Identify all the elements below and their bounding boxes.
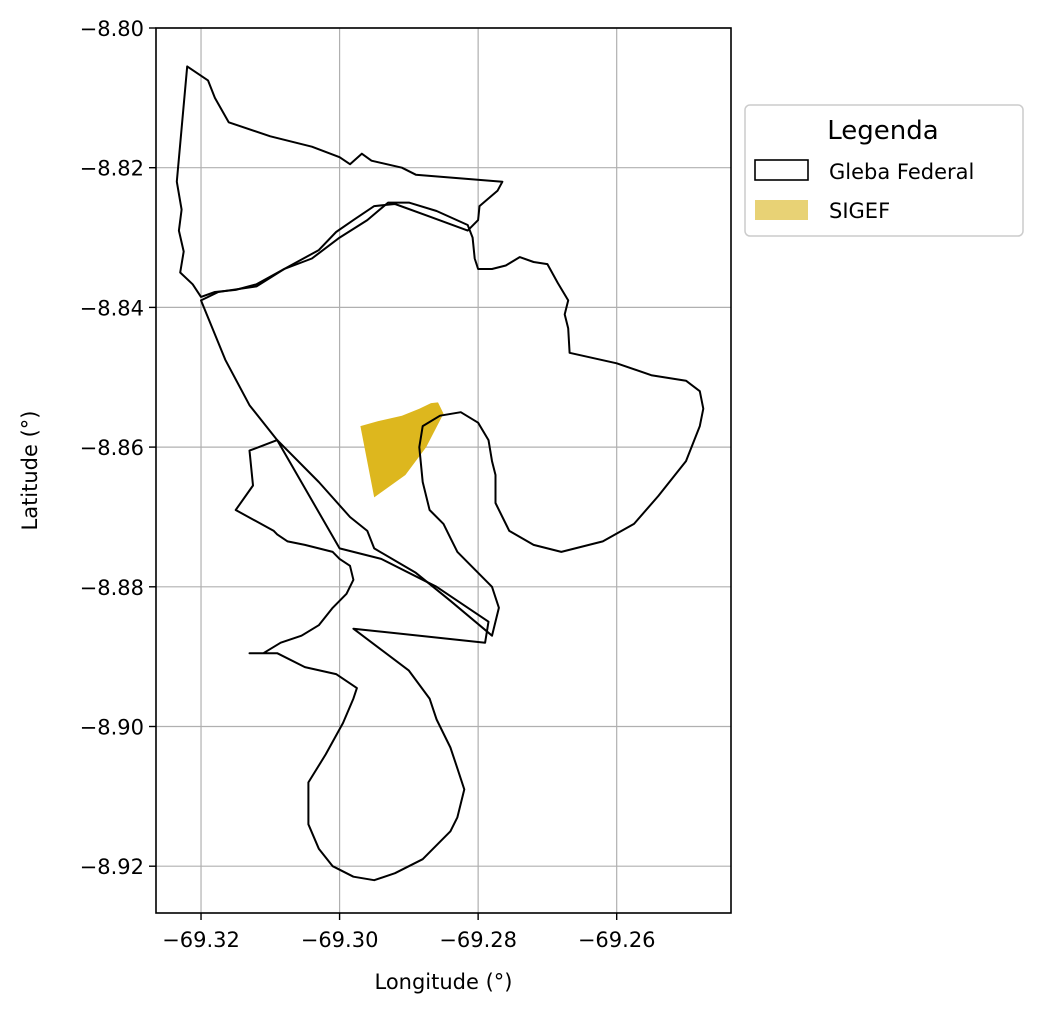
y-tick-label: −8.90 — [80, 716, 144, 740]
grid-lines — [156, 27, 731, 913]
map-layers — [175, 65, 705, 882]
x-tick-label: −69.28 — [439, 928, 517, 952]
legend-label-sigef: SIGEF — [829, 199, 890, 223]
legend-swatch-gleba-federal — [754, 159, 809, 181]
x-axis-title: Longitude (°) — [374, 970, 512, 994]
y-tick-label: −8.92 — [80, 855, 144, 879]
plot-frame — [155, 27, 732, 914]
axis-ticks: −69.32 −69.30 −69.28 −69.26 −8.80 −8.82 −8.84 −… — [80, 17, 656, 952]
y-tick-label: −8.82 — [80, 157, 144, 181]
y-tick-label: −8.86 — [80, 436, 144, 460]
sigef-parcel — [360, 402, 444, 498]
gleba-federal-layer — [175, 65, 705, 882]
x-tick-label: −69.32 — [162, 928, 240, 952]
y-tick-label: −8.80 — [80, 17, 144, 41]
x-tick-label: −69.26 — [578, 928, 656, 952]
y-axis-title: Latitude (°) — [18, 411, 42, 531]
gleba-federal-boundary — [200, 201, 705, 637]
gleba-federal-boundary — [175, 65, 504, 298]
legend: Legenda Gleba Federal SIGEF — [744, 104, 1024, 237]
y-tick-label: −8.84 — [80, 296, 144, 320]
y-tick-label: −8.88 — [80, 576, 144, 600]
x-tick-label: −69.30 — [301, 928, 379, 952]
gleba-federal-boundary — [234, 439, 490, 882]
legend-title: Legenda — [827, 116, 938, 146]
legend-label-gleba-federal: Gleba Federal — [829, 160, 974, 184]
legend-swatch-sigef — [755, 200, 808, 220]
legend-box — [744, 104, 1024, 237]
sigef-layer — [360, 402, 444, 498]
